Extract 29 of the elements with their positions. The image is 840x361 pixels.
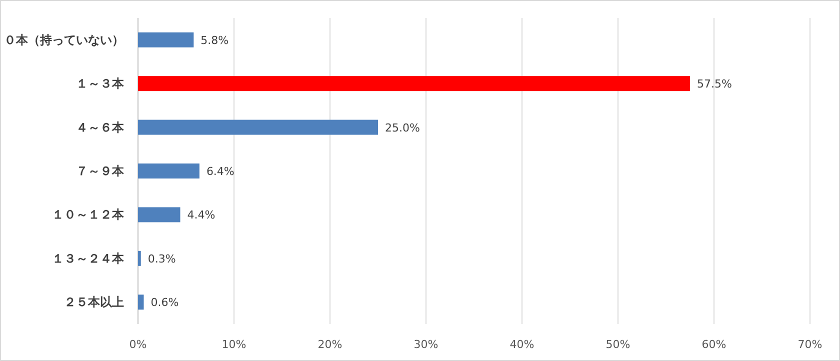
y-tick-label: ４～６本 [76,120,125,134]
bar [138,76,690,92]
x-tick-label: 30% [414,338,438,351]
data-label: 6.4% [206,165,234,178]
bar [138,164,200,178]
y-tick-label: ２５本以上 [64,295,124,310]
data-label: 5.8% [200,34,229,47]
x-tick-label: 0% [129,338,147,351]
x-tick-label: 60% [702,338,726,351]
data-label: 4.4% [187,208,216,222]
x-tick-label: 70% [798,338,822,351]
x-tick-label: 40% [510,338,534,351]
x-tick-label: 50% [606,338,630,351]
y-tick-label: ０本（持っていない） [4,32,124,47]
data-label: 0.3% [148,252,176,266]
data-label: 57.5% [697,78,732,91]
data-label: 0.6% [150,296,179,310]
x-tick-label: 20% [318,338,342,351]
bar [138,294,144,310]
bar [138,32,194,48]
data-label: 25.0% [385,121,420,134]
y-tick-label: ７～９本 [76,164,125,178]
y-tick-label: １～３本 [76,76,125,91]
bar [138,207,180,222]
x-tick-label: 10% [222,338,246,351]
bar [138,120,378,135]
bar [138,250,141,266]
y-tick-label: １０～１２本 [52,208,125,222]
y-tick-label: １３～２４本 [52,251,125,266]
